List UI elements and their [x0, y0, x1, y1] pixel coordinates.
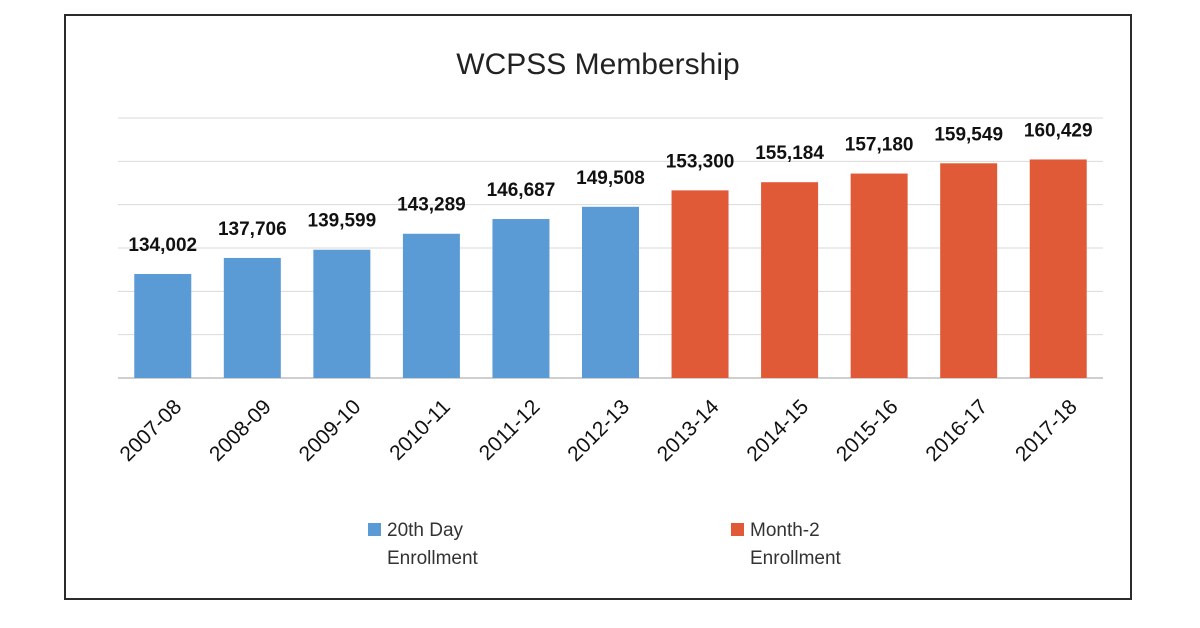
legend-label: Enrollment	[387, 548, 479, 569]
legend: 20th Day Enrollment Month-2 Enrollment	[368, 520, 842, 569]
legend-label: Month-2	[750, 520, 820, 541]
x-tick-label: 2014-15	[742, 395, 813, 466]
data-labels: 134,002 137,706 139,599 143,289 146,687 149,5…	[128, 120, 1092, 256]
bar-2009-10	[313, 249, 371, 378]
bar-2007-08	[134, 273, 192, 378]
legend-label: Enrollment	[750, 548, 842, 569]
bar-2008-09	[223, 257, 281, 378]
bar-2016-17	[940, 163, 998, 378]
x-tick-label: 2007-08	[116, 395, 187, 466]
gridlines	[118, 117, 1103, 379]
x-tick-label: 2011-12	[475, 395, 545, 465]
x-tick-labels: 2007-08 2008-09 2009-10 2010-11 2011-12 2012-…	[116, 395, 1082, 466]
x-tick-label: 2012-13	[563, 395, 634, 466]
legend-label: 20th Day	[387, 520, 464, 541]
bar-2017-18	[1029, 159, 1087, 378]
bar-2011-12	[492, 219, 550, 378]
chart-title: WCPSS Membership	[456, 48, 739, 81]
data-label-2011-12: 146,687	[487, 180, 556, 201]
data-label-2012-13: 149,508	[576, 168, 645, 189]
data-label-2014-15: 155,184	[755, 143, 824, 164]
bars	[134, 159, 1087, 378]
x-tick-label: 2013-14	[653, 395, 724, 466]
bar-2015-16	[850, 173, 908, 378]
x-tick-label: 2015-16	[832, 395, 903, 466]
x-tick-label: 2008-09	[205, 395, 276, 466]
data-label-2010-11: 143,289	[397, 195, 466, 216]
bar-2014-15	[761, 182, 819, 378]
x-tick-label: 2009-10	[295, 395, 366, 466]
bar-2012-13	[582, 206, 639, 378]
data-label-2009-10: 139,599	[308, 211, 377, 232]
data-label-2007-08: 134,002	[128, 235, 197, 256]
legend-swatch	[368, 523, 381, 536]
legend-item-1: 20th Day Enrollment	[368, 520, 479, 569]
x-tick-label: 2016-17	[921, 395, 992, 466]
x-tick-label: 2010-11	[385, 395, 455, 465]
bar-2010-11	[402, 233, 460, 378]
x-tick-label: 2017-18	[1011, 395, 1082, 466]
data-label-2016-17: 159,549	[934, 124, 1003, 145]
bar-2013-14	[671, 190, 729, 378]
legend-item-2: Month-2 Enrollment	[731, 520, 842, 569]
data-label-2013-14: 153,300	[666, 151, 735, 172]
data-label-2017-18: 160,429	[1024, 120, 1093, 141]
legend-swatch	[731, 523, 744, 536]
data-label-2015-16: 157,180	[845, 135, 914, 156]
data-label-2008-09: 137,706	[218, 219, 287, 240]
